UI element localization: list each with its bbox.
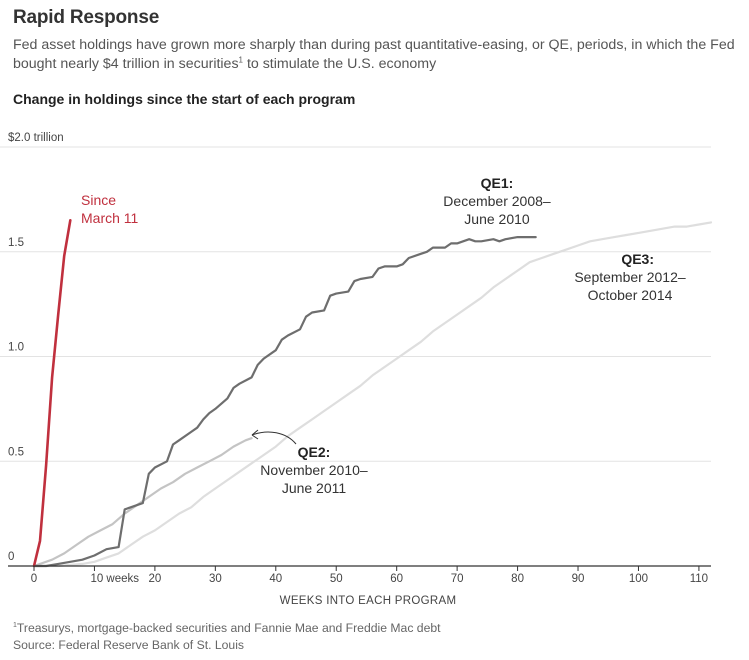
subtitle-footnote-mark: 1 [238,55,243,65]
y-tick-label: $2.0 trillion [8,132,64,144]
x-tick-label: 40 [269,573,282,585]
x-tick-label: 20 [148,573,161,585]
x-tick-label: 50 [330,573,343,585]
x-tick-label: 10 weeks [90,573,139,585]
subtitle-text-end: to stimulate the U.S. economy [243,56,437,72]
qe2-pointer-arrow [251,431,297,445]
series-labels: Since March 11 QE1: December 2008– June 2010… [81,175,686,496]
series-label-qe3: October 2014 [588,287,673,303]
x-tick-label: 60 [390,573,403,585]
series-label-current: Since [81,192,116,208]
series-label-qe2: November 2010– [260,462,368,478]
series-label-current: March 11 [81,210,139,226]
line-chart: 0 0.5 1.0 1.5 $2.0 trillion 0 10 weeks 20 30 40 5… [0,132,713,607]
series-line-current [32,219,72,568]
series-lines [32,219,713,568]
y-tick-label: 1.0 [8,342,24,354]
series-line-qe2 [32,437,253,568]
series-label-qe1: June 2010 [464,211,530,227]
subtitle-text: Fed asset holdings have grown more sharp… [13,37,735,72]
series-line-qe1 [32,236,537,568]
footnote-mark: 1 [13,621,17,629]
x-tick-label: 100 [629,573,648,585]
x-axis: 0 10 weeks 20 30 40 50 60 70 80 90 100 110 WEEKS INT… [8,565,711,607]
source-note: Source: Federal Reserve Bank of St. Loui… [13,638,245,652]
x-tick-label: 30 [209,573,222,585]
x-tick-label: 70 [451,573,464,585]
y-tick-label: 0.5 [8,446,24,458]
x-tick-label: 90 [572,573,585,585]
series-label-qe1: QE1: [481,175,514,191]
y-tick-label: 1.5 [8,237,24,249]
x-tick-label: 110 [690,573,708,585]
footnote: 1Treasurys, mortgage-backed securities a… [13,620,441,636]
series-label-qe2: June 2011 [282,480,347,496]
series-label-qe1: December 2008– [443,193,551,209]
chart-heading: Rapid Response [13,7,160,28]
qe2-pointer-arrowhead [251,429,259,440]
series-label-qe2: QE2: [298,444,331,460]
series-line-qe3 [32,221,713,568]
chart-subtitle: Fed asset holdings have grown more sharp… [13,36,738,74]
gridlines: 0 0.5 1.0 1.5 $2.0 trillion [0,132,711,563]
x-tick-label: 80 [511,573,524,585]
series-label-qe3: September 2012– [574,269,686,285]
chart-title: Change in holdings since the start of ea… [13,91,356,107]
y-tick-label: 0 [8,551,14,563]
series-label-qe3: QE3: [621,251,654,267]
x-tick-label: 0 [31,573,37,585]
x-axis-title: WEEKS INTO EACH PROGRAM [280,595,457,607]
footnote-text: Treasurys, mortgage-backed securities an… [16,621,441,635]
